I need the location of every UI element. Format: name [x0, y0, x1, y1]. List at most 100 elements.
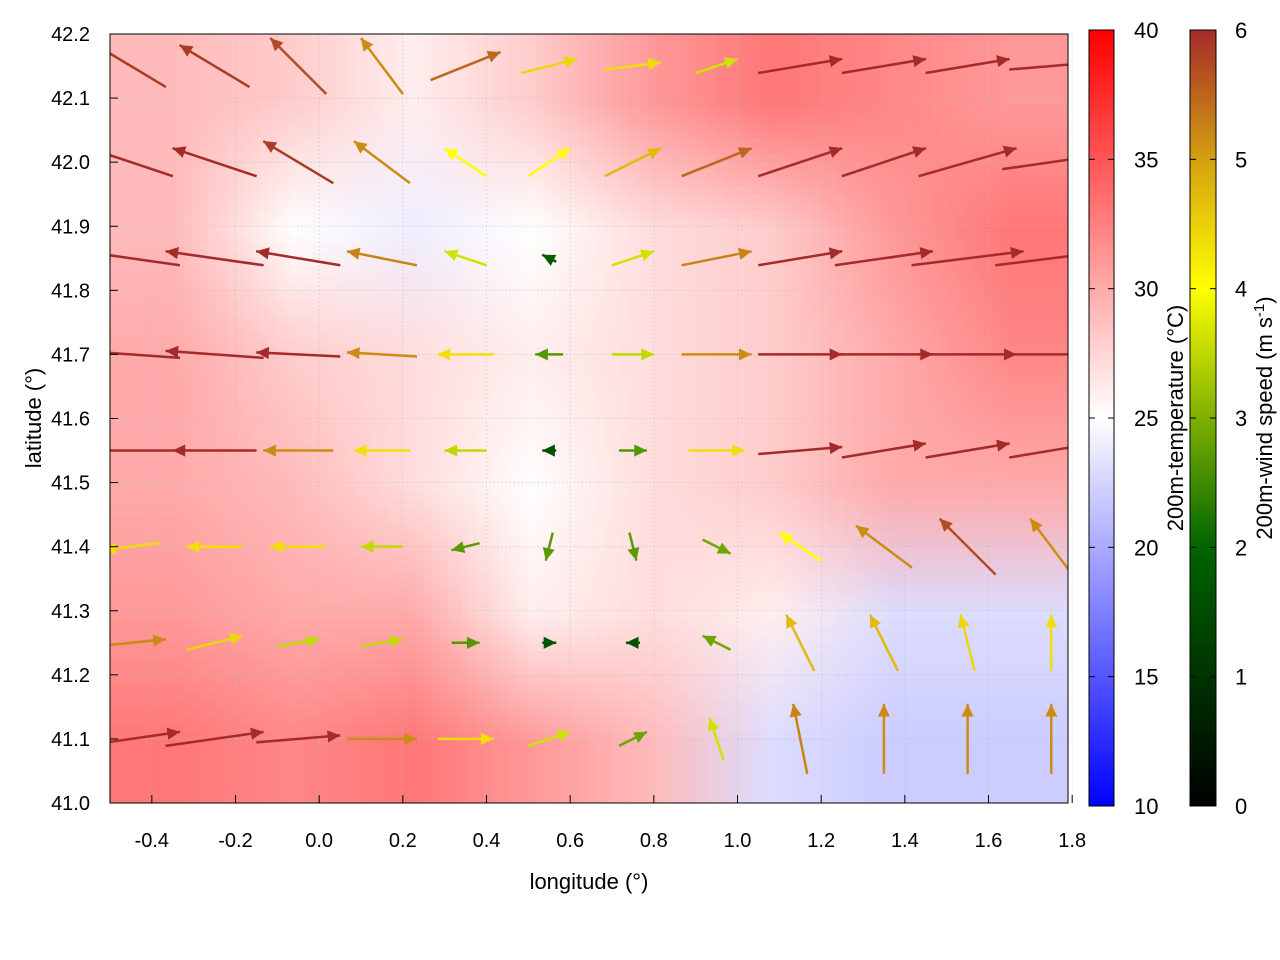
wind-vector — [918, 145, 1017, 178]
wind-vector-head — [961, 703, 974, 717]
wind-vector — [1002, 353, 1068, 356]
wind-vector — [681, 247, 752, 267]
wind-vector — [527, 147, 571, 178]
wind-vector-shaft — [256, 351, 341, 358]
wind-vector — [451, 636, 480, 649]
temperature-colorbar-tick-label: 20 — [1134, 535, 1158, 560]
wind-vector-head — [919, 247, 933, 260]
wind-vector — [868, 614, 900, 672]
wind-vector-head — [627, 546, 640, 561]
wind-vector — [82, 247, 181, 267]
wind-vector — [360, 635, 404, 648]
wind-vector — [256, 730, 341, 744]
wind-vector-head — [957, 614, 970, 629]
wind-vector — [256, 247, 341, 267]
wind-vector — [89, 444, 173, 456]
wind-vector-head — [779, 532, 794, 545]
wind-vector — [541, 253, 557, 266]
temperature-colorbar-tick-label: 25 — [1134, 406, 1158, 431]
temperature-colorbar-tick-label: 40 — [1134, 18, 1158, 43]
wind-vector-head — [389, 635, 403, 648]
wind-colorbar-tick-label: 3 — [1235, 406, 1247, 431]
wind-vector — [1009, 446, 1068, 459]
wind-vector — [353, 140, 411, 185]
wind-vector-shaft — [262, 140, 334, 185]
wind-vector — [110, 52, 167, 89]
wind-vector-head — [647, 58, 661, 71]
wind-vector — [172, 146, 257, 178]
wind-vector-shaft — [165, 349, 264, 360]
wind-vector-head — [270, 38, 284, 52]
temperature-heatmap — [110, 34, 1068, 803]
wind-vector-shaft — [911, 250, 1024, 267]
wind-vector — [611, 249, 655, 267]
wind-vector-head — [702, 635, 717, 647]
wind-vector — [110, 541, 160, 555]
x-tick-label: 1.0 — [724, 830, 752, 852]
wind-vector-shaft — [918, 146, 1017, 178]
wind-vector-head — [640, 249, 654, 262]
wind-vector-shaft — [938, 517, 997, 576]
wind-vector — [360, 540, 403, 553]
wind-vector — [841, 146, 927, 178]
wind-vector — [789, 703, 809, 775]
wind-vector — [437, 348, 494, 361]
wind-vector-head — [828, 55, 843, 68]
y-tick-label: 41.3 — [51, 601, 90, 623]
x-axis-label: longitude (°) — [530, 869, 649, 894]
y-tick-label: 41.0 — [51, 793, 90, 815]
wind-vector-shaft — [1002, 158, 1068, 171]
wind-vector-head — [877, 703, 891, 717]
wind-vector-head — [738, 348, 752, 361]
x-tick-label: 0.2 — [389, 830, 417, 852]
wind-vector-head — [250, 727, 264, 740]
wind-vector-head — [270, 540, 283, 553]
wind-vector-shaft — [758, 57, 843, 75]
temperature-colorbar-tick-label: 30 — [1134, 277, 1158, 302]
wind-vector-head — [912, 55, 926, 68]
wind-vector-head — [939, 518, 953, 532]
wind-vector — [681, 147, 753, 178]
x-tick-label: 1.8 — [1058, 830, 1086, 852]
wind-vector — [263, 444, 334, 457]
wind-vector — [165, 247, 264, 267]
wind-vector — [172, 444, 257, 457]
wind-vector — [757, 146, 843, 178]
wind-vector-head — [82, 247, 95, 259]
y-tick-label: 42.2 — [51, 24, 90, 46]
wind-vector — [961, 703, 974, 774]
wind-vector-head — [556, 730, 571, 742]
wind-vector — [359, 37, 404, 95]
wind-colorbar-tick-label: 6 — [1235, 18, 1247, 43]
wind-vector-shaft — [172, 146, 257, 178]
y-tick-label: 41.1 — [51, 729, 90, 751]
wind-vector-shaft — [1009, 63, 1068, 71]
wind-vector — [527, 730, 571, 748]
wind-vector-head — [737, 147, 752, 159]
wind-vector-shaft — [925, 57, 1010, 75]
wind-vector — [451, 541, 480, 554]
wind-vector-head — [89, 444, 102, 456]
wind-vector-head — [1030, 518, 1043, 533]
wind-vector — [443, 147, 488, 178]
wind-vector — [707, 717, 725, 761]
wind-vector — [535, 348, 564, 361]
wind-vector-shaft — [178, 43, 251, 89]
wind-vector-head — [346, 247, 361, 260]
x-tick-label: 0.4 — [473, 830, 501, 852]
x-tick-label: 0.6 — [556, 830, 584, 852]
wind-vector-head — [263, 444, 276, 457]
wind-vector — [430, 50, 502, 82]
wind-vector — [1045, 614, 1058, 671]
wind-vector-shaft — [165, 250, 264, 267]
wind-vector — [277, 635, 320, 648]
wind-vector-shaft — [925, 442, 1010, 459]
temperature-colorbar-tick-label: 35 — [1134, 147, 1158, 172]
x-tick-label: 0.8 — [640, 830, 668, 852]
wind-vector-head — [912, 146, 926, 158]
wind-vector-head — [360, 540, 374, 553]
wind-vector — [841, 55, 927, 75]
wind-vector-head — [305, 635, 320, 648]
wind-vector — [688, 444, 745, 457]
